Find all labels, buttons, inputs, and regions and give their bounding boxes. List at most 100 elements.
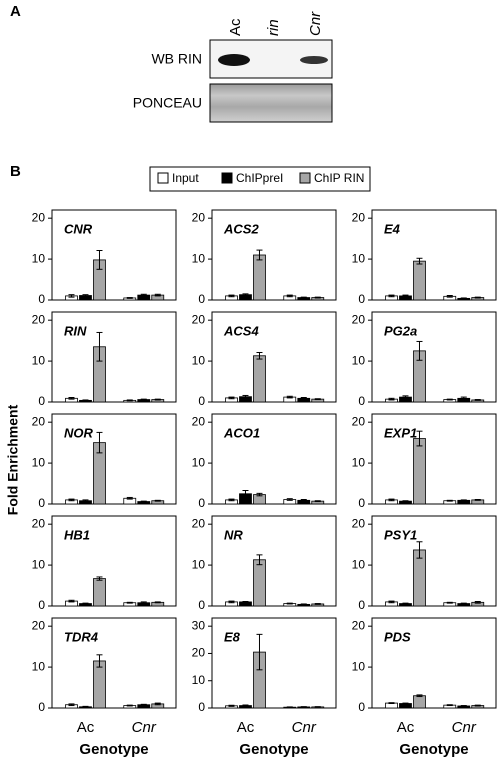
y-tick-label: 0 <box>38 394 45 408</box>
x-axis-label: Genotype <box>79 741 148 758</box>
error-bar <box>256 554 263 566</box>
y-tick-label: 30 <box>192 618 206 632</box>
y-tick-label: 10 <box>192 673 206 687</box>
error-bar <box>140 601 147 605</box>
legend <box>149 166 371 192</box>
error-bar <box>388 600 395 604</box>
y-tick-label: 20 <box>32 414 46 428</box>
y-tick-label: 0 <box>358 598 365 612</box>
y-tick-label: 10 <box>192 557 206 571</box>
y-tick-label: 0 <box>38 700 45 714</box>
y-tick-label: 10 <box>352 251 366 265</box>
y-tick-label: 0 <box>38 292 45 306</box>
plot-frame <box>371 515 497 607</box>
error-bar <box>126 496 133 500</box>
y-tick-label: 0 <box>198 394 205 408</box>
y-tick-label: 10 <box>32 251 46 265</box>
y-tick-label: 10 <box>32 659 46 673</box>
error-bar <box>402 395 409 399</box>
error-bar <box>256 249 263 261</box>
y-tick-label: 10 <box>32 353 46 367</box>
error-bar <box>402 702 409 705</box>
error-bar <box>402 500 409 503</box>
error-bar <box>228 498 235 502</box>
error-bar <box>300 706 307 708</box>
error-bar <box>82 602 89 605</box>
y-tick-label: 20 <box>192 646 206 660</box>
bar <box>93 578 106 607</box>
gene-title: PDS <box>384 629 411 644</box>
error-bar <box>286 602 293 605</box>
plot-frame <box>211 515 337 607</box>
band <box>300 56 328 64</box>
y-tick-label: 0 <box>198 598 205 612</box>
y-tick-label: 20 <box>352 312 366 326</box>
error-bar <box>460 396 467 401</box>
y-tick-label: 10 <box>32 455 46 469</box>
error-bar <box>388 294 395 298</box>
plot-frame <box>371 311 497 403</box>
error-bar <box>388 702 395 704</box>
error-bar <box>140 703 147 706</box>
error-bar <box>300 296 307 299</box>
error-bar <box>242 490 249 498</box>
legend-swatch <box>221 172 233 184</box>
y-tick-label: 10 <box>352 557 366 571</box>
plot-frame <box>211 209 337 301</box>
error-bar <box>314 706 321 708</box>
error-bar <box>68 294 75 298</box>
error-bar <box>228 396 235 400</box>
y-tick-label: 20 <box>32 312 46 326</box>
y-tick-label: 0 <box>198 700 205 714</box>
error-bar <box>126 399 133 402</box>
x-tick-label: Ac <box>237 719 255 736</box>
bar <box>413 260 426 301</box>
error-bar <box>402 602 409 605</box>
error-bar <box>256 633 263 671</box>
lane-label: rin <box>265 19 282 36</box>
gene-title: EXP1 <box>384 425 417 440</box>
gene-title: NOR <box>64 425 94 440</box>
error-bar <box>300 499 307 502</box>
error-bar <box>416 340 423 361</box>
band <box>218 54 250 66</box>
error-bar <box>402 294 409 298</box>
y-tick-label: 0 <box>358 700 365 714</box>
x-tick-label: Ac <box>397 719 415 736</box>
error-bar <box>242 293 249 296</box>
y-tick-label: 0 <box>198 496 205 510</box>
y-tick-label: 20 <box>32 210 46 224</box>
y-tick-label: 10 <box>192 251 206 265</box>
gene-title: PSY1 <box>384 527 417 542</box>
gene-title: E8 <box>224 629 241 644</box>
error-bar <box>96 576 103 581</box>
legend-swatch <box>299 172 311 184</box>
gene-title: CNR <box>64 221 93 236</box>
x-tick-label: Cnr <box>132 719 157 736</box>
error-bar <box>460 602 467 605</box>
error-bar <box>140 500 147 503</box>
error-bar <box>126 704 133 707</box>
lane-label: Ac <box>227 18 244 36</box>
legend-label: ChIPpreI <box>236 171 283 185</box>
error-bar <box>82 399 89 402</box>
x-axis-label: Genotype <box>239 741 308 758</box>
error-bar <box>68 397 75 400</box>
y-tick-label: 20 <box>192 516 206 530</box>
error-bar <box>82 294 89 297</box>
y-tick-label: 10 <box>352 659 366 673</box>
error-bar <box>286 498 293 501</box>
error-bar <box>314 398 321 401</box>
error-bar <box>154 398 161 401</box>
y-tick-label: 20 <box>352 414 366 428</box>
error-bar <box>474 499 481 501</box>
gene-title: E4 <box>384 221 401 236</box>
blot-label: WB RIN <box>151 51 202 67</box>
plot-frame <box>51 311 177 403</box>
error-bar <box>446 601 453 604</box>
x-tick-label: Ac <box>77 719 95 736</box>
error-bar <box>474 399 481 401</box>
gene-title: TDR4 <box>64 629 99 644</box>
error-bar <box>154 293 161 297</box>
